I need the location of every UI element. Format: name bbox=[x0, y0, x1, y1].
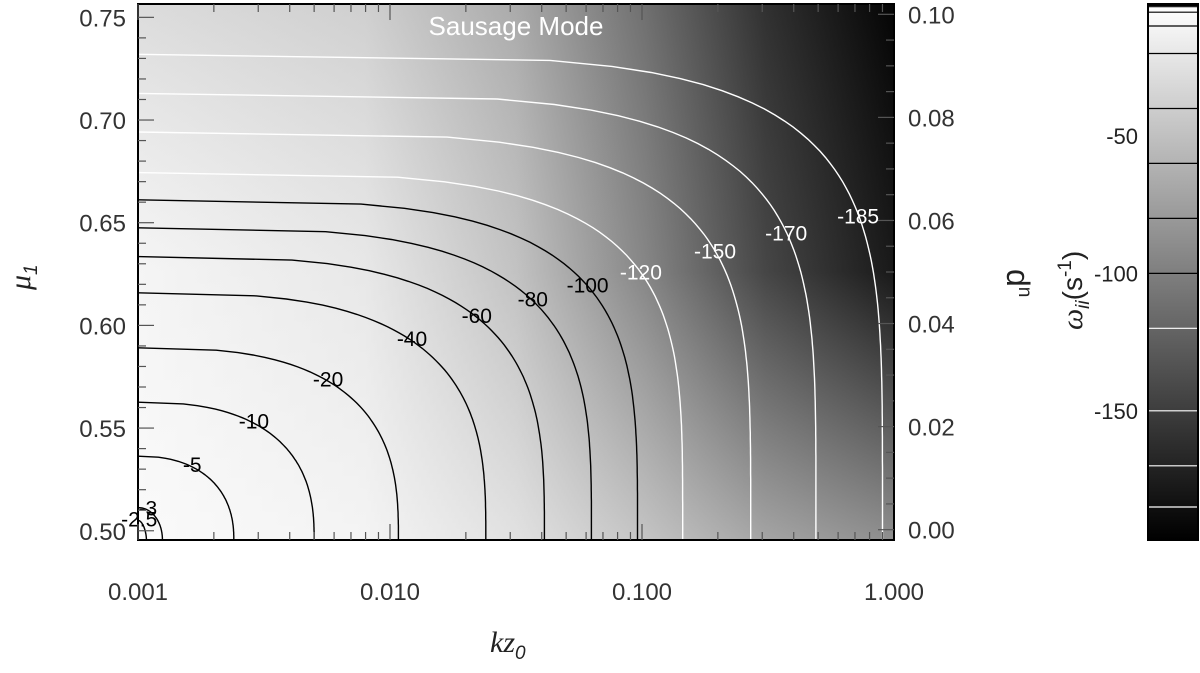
y-left-tick-label: 0.70 bbox=[79, 108, 126, 135]
contour-line bbox=[138, 53, 884, 540]
contour-line bbox=[138, 347, 400, 540]
contour-line bbox=[138, 131, 752, 540]
y-right-tick-label: 0.04 bbox=[908, 312, 955, 339]
contour-line bbox=[138, 92, 817, 540]
y-left-tick-label: 0.60 bbox=[79, 313, 126, 340]
colorbar-level-lines bbox=[1148, 4, 1198, 508]
y-left-tick-label: 0.55 bbox=[79, 416, 126, 443]
colorbar-tick-label: -100 bbox=[1094, 261, 1138, 286]
x-tick-label: 0.001 bbox=[108, 579, 168, 606]
y-left-tick-labels: 0.50 0.55 0.60 0.65 0.70 0.75 bbox=[79, 5, 126, 546]
contour-line bbox=[138, 292, 487, 540]
contour-label: -150 bbox=[694, 240, 736, 263]
y-right-tick-label: 0.10 bbox=[908, 2, 955, 29]
axis-ticks bbox=[137, 4, 894, 540]
x-axis-title: kz0 bbox=[490, 626, 526, 664]
contour-label: -2.5 bbox=[121, 508, 157, 531]
colorbar-tick-labels: -50 -100 -150 bbox=[1094, 124, 1138, 424]
contour-label: -40 bbox=[397, 328, 427, 351]
y-right-tick-label: 0.02 bbox=[908, 415, 955, 442]
colorbar-frame bbox=[1147, 3, 1199, 541]
y-right-tick-label: 0.06 bbox=[908, 209, 955, 236]
y-right-tick-labels: 0.00 0.02 0.04 0.06 0.08 0.10 bbox=[908, 2, 955, 544]
y-left-tick-label: 0.65 bbox=[79, 211, 126, 238]
colorbar-tick-label: -50 bbox=[1106, 124, 1138, 149]
colorbar-tick-label: -150 bbox=[1094, 399, 1138, 424]
contour-label: -10 bbox=[239, 410, 269, 433]
x-tick-labels: 0.001 0.010 0.100 1.000 bbox=[108, 579, 924, 606]
contour-lines bbox=[138, 53, 884, 540]
y-right-tick-label: 0.00 bbox=[908, 518, 955, 545]
contour-line bbox=[138, 255, 546, 540]
chart-title: Sausage Mode bbox=[429, 11, 604, 41]
contour-line bbox=[138, 506, 164, 540]
contour-line bbox=[138, 455, 235, 540]
y-left-tick-label: 0.50 bbox=[79, 519, 126, 546]
contour-line bbox=[138, 171, 684, 540]
y-left-axis-title: μ1 bbox=[4, 264, 42, 291]
contour-label: -5 bbox=[183, 454, 202, 477]
x-tick-label: 1.000 bbox=[864, 579, 924, 606]
contour-label: -80 bbox=[518, 289, 548, 312]
y-right-tick-label: 0.08 bbox=[908, 105, 955, 132]
contour-label: -3 bbox=[139, 498, 158, 521]
plot-area: -2.5-3 -5 -10 -20 -40 -60 -80 -100 -120 -150 -170 -… bbox=[121, 3, 895, 541]
x-tick-label: 0.100 bbox=[612, 579, 672, 606]
contour-labels: -2.5-3 -5 -10 -20 -40 -60 -80 -100 -120 -150 -170 -… bbox=[121, 205, 879, 531]
contour-label: -170 bbox=[765, 222, 807, 245]
contour-label: -60 bbox=[462, 305, 492, 328]
contour-line bbox=[138, 227, 593, 540]
colorbar-gradient bbox=[1148, 4, 1198, 540]
colorbar: -50 -100 -150 ωii(s-1) bbox=[1055, 3, 1199, 541]
contour-line bbox=[138, 401, 315, 540]
contour-label: -100 bbox=[567, 274, 609, 297]
y-left-tick-label: 0.75 bbox=[79, 5, 126, 32]
y-right-axis-title: dn bbox=[1000, 269, 1036, 297]
contour-field-shading bbox=[138, 4, 894, 540]
colorbar-title: ωii(s-1) bbox=[1055, 251, 1094, 330]
contour-label: -20 bbox=[313, 368, 343, 391]
contour-label: -120 bbox=[620, 262, 662, 285]
x-tick-label: 0.010 bbox=[360, 579, 420, 606]
contour-label: -185 bbox=[837, 205, 879, 228]
contour-line bbox=[138, 199, 639, 540]
